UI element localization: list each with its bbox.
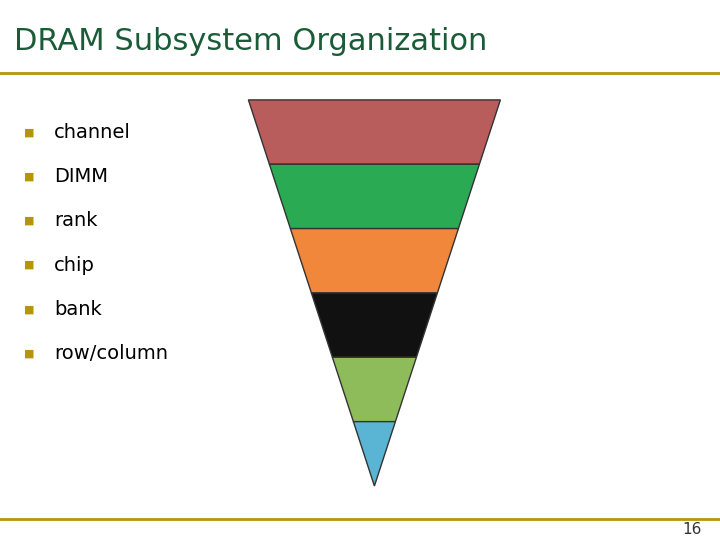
Text: ■: ■: [24, 305, 34, 314]
Text: row/column: row/column: [54, 344, 168, 363]
Polygon shape: [354, 422, 395, 486]
Text: ■: ■: [24, 349, 34, 359]
Text: ■: ■: [24, 260, 34, 270]
Text: ■: ■: [24, 172, 34, 181]
Polygon shape: [248, 100, 500, 164]
Text: rank: rank: [54, 211, 97, 231]
Text: ■: ■: [24, 127, 34, 137]
Text: 16: 16: [683, 522, 702, 537]
Text: DIMM: DIMM: [54, 167, 108, 186]
Polygon shape: [290, 228, 459, 293]
Text: channel: channel: [54, 123, 131, 142]
Text: bank: bank: [54, 300, 102, 319]
Polygon shape: [311, 293, 438, 357]
Polygon shape: [269, 164, 480, 228]
Text: ■: ■: [24, 216, 34, 226]
Text: chip: chip: [54, 255, 95, 275]
Text: DRAM Subsystem Organization: DRAM Subsystem Organization: [14, 27, 487, 56]
Polygon shape: [333, 357, 416, 422]
